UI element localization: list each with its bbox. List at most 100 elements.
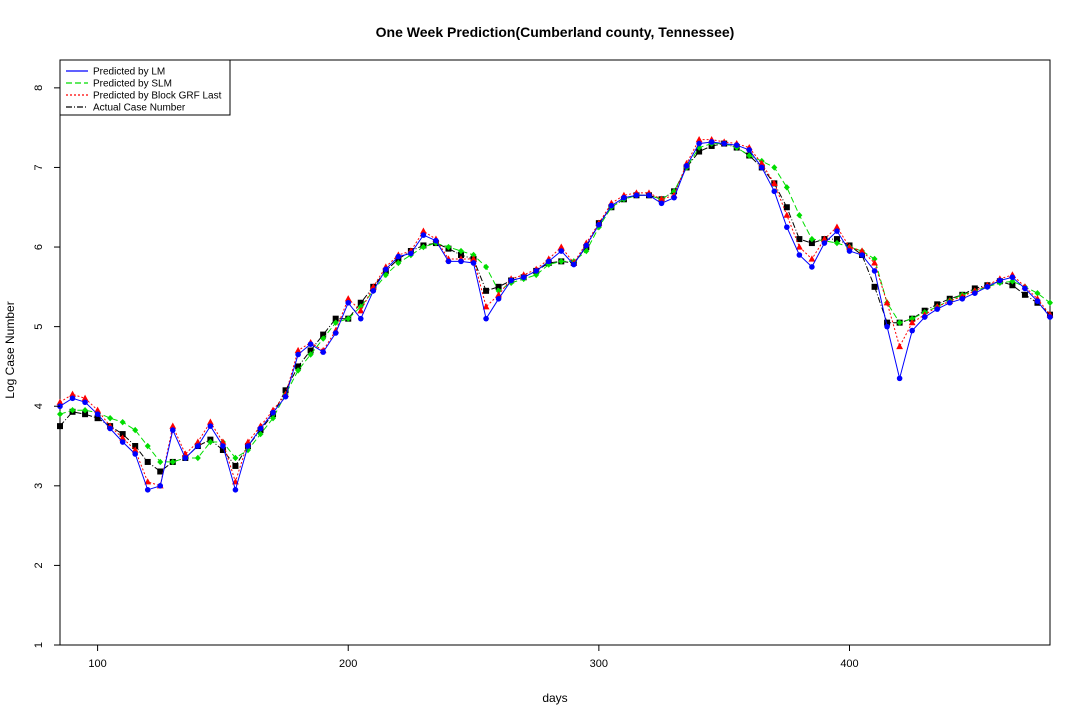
data-point-predicted-by-slm bbox=[909, 315, 916, 322]
data-point-predicted-by-lm bbox=[345, 299, 352, 306]
data-point-predicted-by-lm bbox=[733, 142, 740, 148]
data-point-predicted-by-slm bbox=[871, 255, 878, 263]
data-point-actual-case-number bbox=[307, 347, 314, 354]
x-axis: 100 200 300 400 bbox=[88, 645, 859, 670]
data-point-predicted-by-lm bbox=[558, 248, 565, 254]
chart-title: One Week Prediction(Cumberland county, T… bbox=[376, 24, 735, 40]
data-point-predicted-by-block-grf-last bbox=[833, 223, 841, 230]
x-tick-label: 100 bbox=[88, 658, 106, 670]
data-point-predicted-by-slm bbox=[132, 426, 139, 434]
series-actual-case-number bbox=[57, 140, 1053, 475]
data-point-predicted-by-slm bbox=[833, 239, 840, 247]
data-point-predicted-by-slm bbox=[783, 184, 790, 191]
data-point-predicted-by-block-grf-last bbox=[81, 394, 89, 401]
y-tick-label: 8 bbox=[33, 85, 45, 91]
y-tick-label: 6 bbox=[33, 244, 45, 250]
data-point-predicted-by-lm bbox=[846, 248, 853, 254]
data-point-predicted-by-lm bbox=[708, 139, 715, 145]
data-point-predicted-by-lm bbox=[959, 295, 966, 302]
data-point-predicted-by-lm bbox=[408, 250, 414, 257]
legend-label: Predicted by Block GRF Last bbox=[93, 91, 222, 102]
data-point-predicted-by-slm bbox=[144, 442, 151, 450]
series-predicted-by-slm bbox=[57, 140, 1053, 466]
data-point-actual-case-number bbox=[82, 411, 89, 418]
series-line-actual-case-number bbox=[59, 143, 1051, 473]
data-point-predicted-by-lm bbox=[821, 240, 828, 246]
data-point-actual-case-number bbox=[808, 240, 815, 247]
data-point-predicted-by-lm bbox=[984, 284, 991, 290]
data-point-predicted-by-lm bbox=[596, 221, 602, 228]
data-point-predicted-by-block-grf-last bbox=[858, 247, 866, 254]
data-point-predicted-by-slm bbox=[257, 430, 264, 438]
data-point-predicted-by-slm bbox=[896, 319, 903, 326]
data-point-predicted-by-block-grf-last bbox=[821, 235, 828, 242]
y-tick-label: 3 bbox=[33, 483, 45, 489]
data-point-predicted-by-lm bbox=[1034, 298, 1041, 304]
data-point-predicted-by-block-grf-last bbox=[883, 299, 891, 306]
data-point-predicted-by-slm bbox=[232, 454, 239, 462]
data-point-predicted-by-lm bbox=[608, 202, 615, 209]
data-point-predicted-by-slm bbox=[345, 315, 352, 322]
data-point-predicted-by-block-grf-last bbox=[908, 319, 916, 326]
data-point-predicted-by-block-grf-last bbox=[344, 295, 352, 302]
data-point-predicted-by-lm bbox=[119, 439, 126, 445]
data-point-actual-case-number bbox=[132, 443, 139, 450]
y-tick-label: 4 bbox=[33, 403, 45, 409]
data-point-predicted-by-lm bbox=[458, 258, 464, 265]
data-point-actual-case-number bbox=[1021, 291, 1028, 298]
data-point-predicted-by-lm bbox=[307, 341, 314, 347]
data-point-predicted-by-slm bbox=[796, 212, 803, 219]
data-point-predicted-by-block-grf-last bbox=[658, 195, 665, 202]
data-point-predicted-by-lm bbox=[195, 443, 201, 449]
data-point-predicted-by-slm bbox=[332, 319, 339, 326]
data-point-predicted-by-lm bbox=[972, 290, 978, 297]
data-point-predicted-by-lm bbox=[82, 399, 88, 406]
data-point-actual-case-number bbox=[295, 363, 302, 370]
data-point-predicted-by-lm bbox=[282, 393, 289, 400]
data-point-actual-case-number bbox=[144, 458, 151, 465]
data-point-predicted-by-slm bbox=[1034, 290, 1041, 297]
data-point-predicted-by-slm bbox=[558, 258, 565, 265]
y-tick-label: 1 bbox=[33, 642, 45, 648]
data-point-predicted-by-lm bbox=[495, 295, 502, 302]
data-point-predicted-by-block-grf-last bbox=[357, 307, 365, 314]
data-point-predicted-by-slm bbox=[320, 335, 327, 342]
x-tick-label: 200 bbox=[339, 658, 357, 670]
data-point-predicted-by-lm bbox=[433, 237, 439, 244]
data-point-predicted-by-lm bbox=[1009, 274, 1016, 281]
data-point-actual-case-number bbox=[232, 462, 239, 469]
data-point-predicted-by-block-grf-last bbox=[119, 434, 127, 441]
data-point-predicted-by-lm bbox=[483, 315, 489, 322]
data-point-predicted-by-slm bbox=[69, 407, 76, 414]
data-point-predicted-by-lm bbox=[332, 330, 339, 336]
data-point-predicted-by-lm bbox=[570, 261, 577, 268]
data-point-predicted-by-slm bbox=[495, 287, 502, 295]
data-point-actual-case-number bbox=[783, 204, 790, 211]
legend-label: Predicted by SLM bbox=[93, 79, 172, 90]
data-point-predicted-by-lm bbox=[809, 264, 815, 270]
data-point-predicted-by-slm bbox=[771, 164, 778, 171]
data-point-predicted-by-lm bbox=[232, 486, 239, 493]
data-point-predicted-by-lm bbox=[545, 258, 552, 265]
data-point-predicted-by-lm bbox=[132, 451, 138, 457]
data-point-predicted-by-lm bbox=[859, 252, 865, 258]
data-point-predicted-by-lm bbox=[295, 351, 301, 358]
data-point-predicted-by-lm bbox=[533, 268, 540, 274]
data-point-predicted-by-lm bbox=[395, 253, 402, 260]
data-point-predicted-by-block-grf-last bbox=[482, 303, 490, 310]
data-point-predicted-by-lm bbox=[470, 260, 477, 266]
data-point-actual-case-number bbox=[119, 431, 126, 438]
data-point-predicted-by-slm bbox=[270, 414, 277, 422]
data-point-predicted-by-lm bbox=[207, 423, 214, 429]
data-point-predicted-by-lm bbox=[909, 327, 915, 334]
x-tick-label: 300 bbox=[590, 658, 608, 670]
data-point-predicted-by-lm bbox=[383, 266, 389, 273]
data-point-predicted-by-block-grf-last bbox=[896, 342, 904, 350]
data-point-predicted-by-lm bbox=[721, 140, 727, 147]
data-point-predicted-by-lm bbox=[784, 224, 790, 230]
legend-box bbox=[59, 59, 231, 116]
data-point-predicted-by-lm bbox=[696, 140, 702, 147]
data-point-predicted-by-slm bbox=[194, 454, 201, 462]
data-point-predicted-by-lm bbox=[94, 411, 101, 417]
data-point-predicted-by-lm bbox=[646, 192, 652, 199]
